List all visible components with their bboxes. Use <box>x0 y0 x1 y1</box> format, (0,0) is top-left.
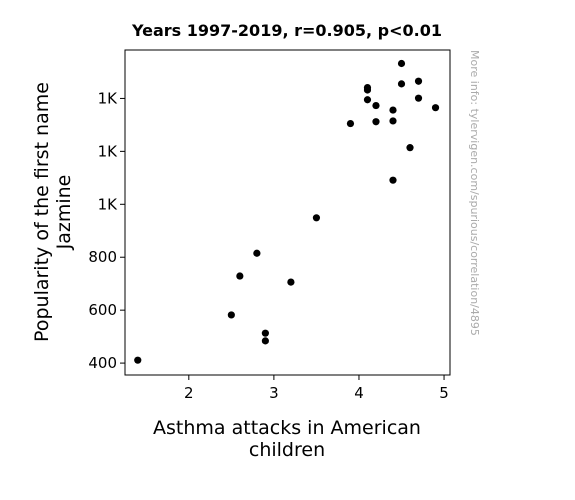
plot-frame <box>124 49 451 376</box>
data-point <box>363 96 372 104</box>
y-tick-label: 1K <box>98 195 119 213</box>
data-point <box>236 272 244 280</box>
y-axis-label-line-2: Jazmine <box>53 175 75 251</box>
data-point <box>414 94 423 102</box>
x-tick-label: 4 <box>354 384 364 402</box>
chart-title: Years 1997-2019, r=0.905, p<0.01 <box>131 21 442 40</box>
x-tick-label: 2 <box>184 384 194 402</box>
plot-area: 2 3 4 5 400 600 800 1K 1K 1K <box>88 49 451 402</box>
y-tick-label: 1K <box>98 142 119 160</box>
data-point <box>227 311 235 319</box>
x-axis-label-line-1: Asthma attacks in American <box>153 417 421 439</box>
data-point <box>134 356 142 364</box>
data-point <box>397 80 406 88</box>
source-note: More info: tylervigen.com/spurious/corre… <box>468 50 481 336</box>
data-point <box>261 337 269 345</box>
data-point <box>346 119 355 128</box>
x-ticks: 2 3 4 5 <box>184 375 449 402</box>
data-point <box>431 104 440 112</box>
data-point <box>372 118 380 126</box>
data-point <box>389 106 397 114</box>
data-points <box>134 59 440 364</box>
data-point <box>397 59 406 68</box>
x-axis-label: Asthma attacks in American children <box>153 417 421 461</box>
y-tick-label: 400 <box>88 354 117 372</box>
data-point <box>389 117 397 125</box>
data-point <box>372 101 380 110</box>
data-point <box>389 176 397 184</box>
y-tick-label: 800 <box>88 248 117 266</box>
data-point <box>261 329 269 337</box>
data-point <box>406 144 414 152</box>
y-tick-label: 600 <box>88 301 117 319</box>
data-point <box>414 77 423 85</box>
data-point <box>312 214 321 222</box>
x-tick-label: 3 <box>269 384 279 402</box>
data-point <box>363 83 372 92</box>
data-point <box>253 249 261 257</box>
x-tick-label: 5 <box>439 384 449 402</box>
data-point <box>287 278 295 286</box>
x-axis-label-line-2: children <box>249 439 325 461</box>
y-axis-label-line-1: Popularity of the first name <box>31 82 53 342</box>
y-tick-label: 1K <box>98 89 119 107</box>
y-axis-label: Popularity of the first name Jazmine <box>31 82 75 342</box>
y-ticks: 400 600 800 1K 1K 1K <box>88 89 125 372</box>
